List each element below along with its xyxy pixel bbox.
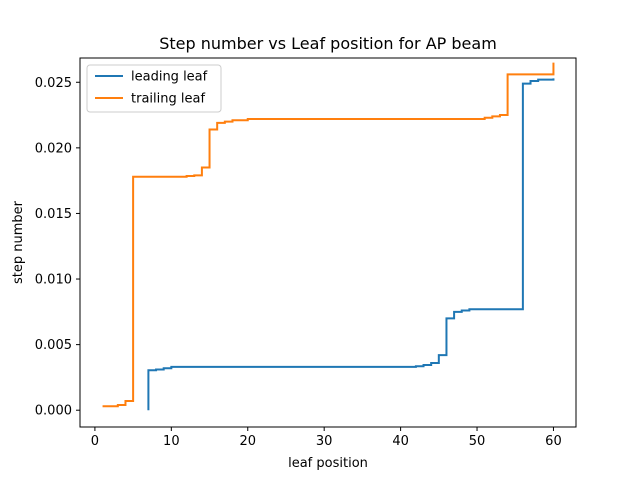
legend-label-trailing-leaf: trailing leaf bbox=[131, 92, 205, 107]
y-tick-label: 0.005 bbox=[35, 338, 72, 353]
y-tick-label: 0.010 bbox=[35, 273, 72, 288]
x-tick-label: 40 bbox=[392, 434, 409, 449]
series-line-trailing-leaf bbox=[102, 62, 555, 408]
x-axis-label: leaf position bbox=[288, 456, 368, 471]
x-tick-label: 20 bbox=[239, 434, 256, 449]
series-line-leading-leaf bbox=[147, 78, 555, 411]
x-tick-label: 10 bbox=[163, 434, 180, 449]
chart-title: Step number vs Leaf position for AP beam bbox=[159, 34, 497, 53]
y-tick-label: 0.015 bbox=[35, 207, 72, 222]
y-tick-label: 0.025 bbox=[35, 76, 72, 91]
x-tick-label: 30 bbox=[316, 434, 333, 449]
y-axis-label: step number bbox=[11, 200, 26, 284]
y-tick-label: 0.000 bbox=[35, 404, 72, 419]
x-tick-label: 60 bbox=[545, 434, 562, 449]
y-axis: 0.000 0.005 0.010 0.015 0.020 0.025 bbox=[35, 76, 80, 419]
x-tick-label: 0 bbox=[91, 434, 99, 449]
legend: leading leaf trailing leaf bbox=[86, 64, 222, 113]
axes-frame bbox=[79, 57, 577, 428]
y-tick-label: 0.020 bbox=[35, 141, 72, 156]
legend-label-leading-leaf: leading leaf bbox=[131, 70, 208, 85]
series-layer bbox=[102, 62, 555, 411]
x-axis: 0 10 20 30 40 50 60 bbox=[91, 427, 562, 449]
x-tick-label: 50 bbox=[469, 434, 486, 449]
